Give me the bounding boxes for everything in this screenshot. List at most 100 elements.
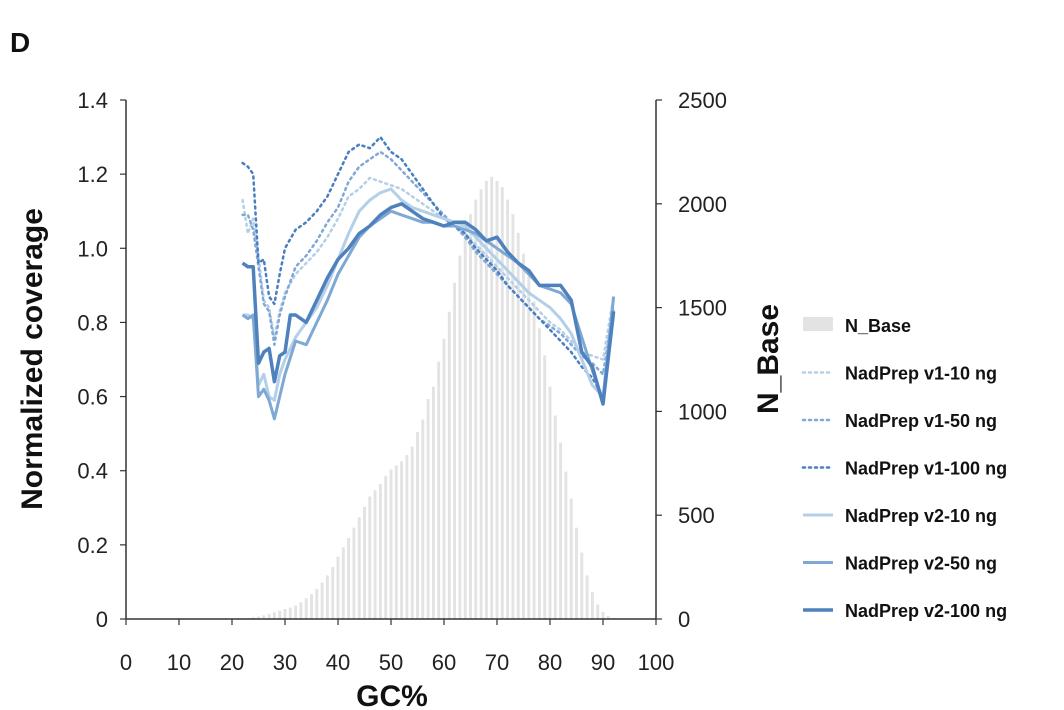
n-base-bar	[262, 615, 266, 619]
n-base-bar	[304, 598, 308, 619]
x-tick-label: 30	[273, 650, 297, 675]
n-base-bar	[288, 607, 292, 619]
x-axis-title: GC%	[356, 680, 428, 710]
n-base-bar	[410, 446, 414, 619]
y-tick-label: 0.8	[77, 310, 108, 335]
n-base-bar	[532, 301, 536, 619]
y2-tick-label: 500	[678, 503, 715, 528]
n-base-bar	[596, 604, 600, 619]
n-base-bar	[389, 469, 393, 619]
n-base-bar	[590, 592, 594, 619]
n-base-bar	[373, 490, 377, 619]
series-line-5	[241, 209, 616, 421]
y-tick-label: 0.6	[77, 385, 108, 410]
x-tick-label: 100	[638, 650, 675, 675]
n-base-bar	[569, 498, 573, 619]
n-base-bar	[363, 506, 366, 619]
n-base-bar	[490, 176, 494, 619]
n-base-bar	[442, 338, 446, 619]
n-base-bar	[474, 199, 478, 619]
x-tick-label: 50	[379, 650, 403, 675]
n-base-bar	[537, 328, 541, 619]
n-base-bar	[606, 615, 610, 619]
n-base-bar	[416, 432, 419, 619]
n-base-bar	[437, 361, 441, 619]
legend-label: NadPrep v1-10 ng	[845, 364, 997, 384]
n-base-bar	[522, 253, 525, 619]
series-line-1	[241, 176, 615, 361]
y-tick-label: 0	[96, 607, 108, 632]
coverage-lines	[241, 135, 616, 421]
n-base-bar	[479, 189, 483, 619]
n-base-bar	[283, 609, 287, 619]
n-base-bar	[347, 538, 351, 619]
x-tick-label: 40	[326, 650, 350, 675]
n-base-bar	[278, 610, 282, 619]
n-base-bar	[580, 552, 584, 619]
n-base-bar	[294, 605, 298, 619]
y2-tick-label: 0	[678, 607, 690, 632]
legend-label: NadPrep v2-10 ng	[845, 506, 997, 526]
n-base-bar	[357, 517, 361, 619]
n-base-bar	[553, 415, 557, 619]
series-line-3	[241, 135, 615, 398]
y-tick-label: 1.4	[77, 88, 108, 113]
n-base-bar	[251, 617, 255, 619]
y-tick-label: 1.2	[77, 162, 108, 187]
n-base-bar	[325, 575, 329, 619]
y-axis-title: Normalized coverage	[16, 208, 49, 510]
n-base-bar	[257, 616, 260, 619]
n-base-bar	[299, 602, 303, 619]
n-base-bar	[527, 276, 531, 619]
n-base-bar	[421, 419, 425, 619]
x-tick-label: 60	[432, 650, 456, 675]
n-base-bar	[405, 454, 409, 619]
y-tick-label: 0.4	[77, 459, 108, 484]
n-base-bar	[543, 355, 547, 619]
n-base-bar	[272, 612, 276, 619]
series-line-4	[242, 187, 616, 402]
x-tick-label: 20	[220, 650, 244, 675]
legend-label: NadPrep v2-100 ng	[845, 601, 1007, 621]
n-base-bar	[559, 442, 563, 619]
n-base-bar	[394, 465, 398, 619]
x-tick-label: 90	[591, 650, 615, 675]
legend-label: NadPrep v2-50 ng	[845, 554, 997, 574]
n-base-bar	[516, 232, 520, 619]
y2-tick-label: 1500	[678, 296, 727, 321]
y2-tick-label: 2000	[678, 192, 727, 217]
y2-tick-label: 2500	[678, 88, 727, 113]
y-tick-label: 0.2	[77, 533, 108, 558]
n-base-bar	[426, 398, 430, 619]
n-base-bar	[601, 611, 605, 619]
panel-label: D	[10, 27, 30, 58]
n-base-bar	[511, 214, 515, 619]
x-tick-label: 70	[485, 650, 509, 675]
n-base-bar	[400, 461, 404, 619]
series-line-6	[241, 202, 616, 406]
n-base-bar	[506, 199, 510, 619]
y2-axis-title: N_Base	[752, 304, 785, 414]
n-base-bar	[331, 567, 335, 619]
n-base-bar	[458, 255, 462, 619]
n-base-bar	[315, 588, 319, 619]
n-base-bar	[267, 613, 271, 619]
legend-swatch	[803, 317, 833, 331]
n-base-bar	[463, 234, 467, 619]
n-base-bar	[352, 527, 356, 619]
legend-label: NadPrep v1-100 ng	[845, 459, 1007, 479]
n-base-bar	[495, 180, 499, 620]
n-base-bar	[378, 484, 382, 619]
legend-label: NadPrep v1-50 ng	[845, 411, 997, 431]
n-base-bar	[548, 386, 552, 619]
legend-label: N_Base	[845, 316, 911, 336]
n-base-bar	[500, 187, 504, 619]
n-base-bar	[310, 594, 313, 619]
x-tick-label: 80	[538, 650, 562, 675]
n-base-bar	[341, 547, 345, 619]
n-base-bar	[564, 471, 568, 619]
x-tick-label: 10	[167, 650, 191, 675]
legend: N_Base NadPrep v1-10 ng NadPrep v1-50 ng Na…	[801, 316, 1007, 621]
n-base-bar	[431, 386, 435, 619]
